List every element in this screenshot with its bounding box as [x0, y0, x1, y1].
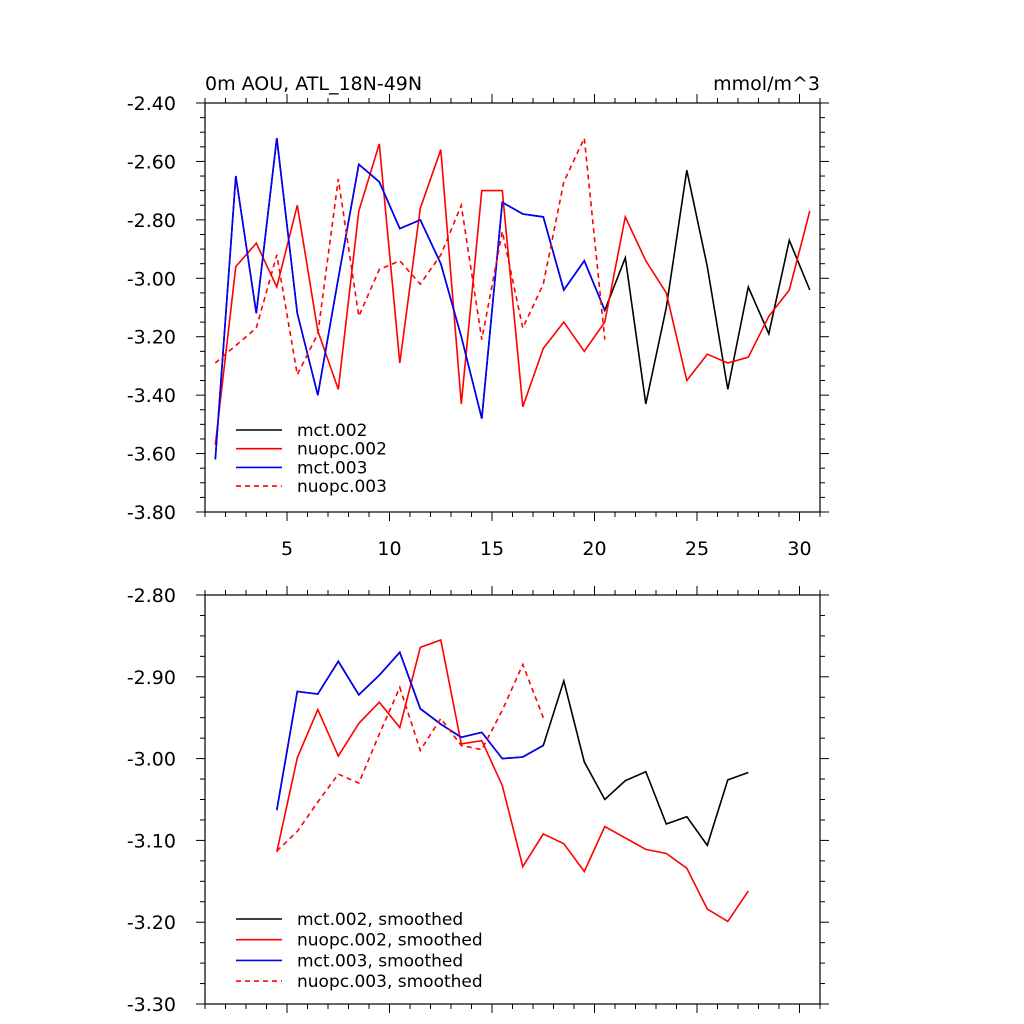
top-y-tick-label: -2.40 — [127, 93, 176, 115]
top-series-nuopc-003-line — [214, 135, 606, 378]
bottom-y-tick-label: -3.30 — [127, 994, 176, 1016]
top-series-mct-003-line — [214, 138, 606, 460]
bottom-y-tick-label: -2.80 — [127, 585, 176, 607]
legend-label: nuopc.002, smoothed — [297, 931, 483, 951]
bottom-y-tick-label: -3.10 — [127, 830, 176, 852]
legend-label: mct.002, smoothed — [297, 910, 463, 930]
top-y-tick-label: -3.40 — [127, 385, 176, 407]
top-x-tick-label: 25 — [685, 538, 709, 560]
chart-title: 0m AOU, ATL_18N-49N — [205, 73, 422, 95]
bottom-series-nuopc-002-smoothed-line — [276, 638, 749, 923]
legend-label: mct.003, smoothed — [297, 951, 463, 971]
top-y-tick-label: -3.60 — [127, 444, 176, 466]
top-panel: 5 10 15 20 25 30 -2.40 -2.60 -2.80 -3.00 -3.20 -3.4… — [127, 73, 829, 560]
bottom-series-mct-003-smoothed-line — [276, 650, 544, 811]
legend-label: nuopc.003, smoothed — [297, 972, 483, 992]
top-y-tick-label: -2.60 — [127, 151, 176, 173]
top-y-tick-label: -3.20 — [127, 327, 176, 349]
top-x-tick-label: 10 — [377, 538, 401, 560]
bottom-y-tick-label: -3.00 — [127, 749, 176, 771]
top-y-tick-label: -3.80 — [127, 502, 176, 524]
legend-label: mct.002 — [297, 421, 367, 441]
top-y-tick-label: -3.00 — [127, 268, 176, 290]
top-x-tick-label: 30 — [787, 538, 811, 560]
legend-label: nuopc.003 — [297, 477, 387, 497]
top-x-tick-label: 20 — [582, 538, 606, 560]
top-x-tick-label: 5 — [281, 538, 293, 560]
bottom-y-tick-label: -3.20 — [127, 912, 176, 934]
bottom-y-tick-label: -2.90 — [127, 667, 176, 689]
units-label: mmol/m^3 — [713, 73, 820, 95]
bottom-panel: -2.80 -2.90 -3.00 -3.10 -3.20 -3.30 mct.002, s… — [127, 585, 829, 1016]
legend-label: mct.003 — [297, 458, 367, 478]
legend-label: nuopc.002 — [297, 440, 387, 460]
top-series-nuopc-002-line — [214, 143, 811, 445]
top-y-tick-label: -2.80 — [127, 210, 176, 232]
top-x-tick-label: 15 — [480, 538, 504, 560]
